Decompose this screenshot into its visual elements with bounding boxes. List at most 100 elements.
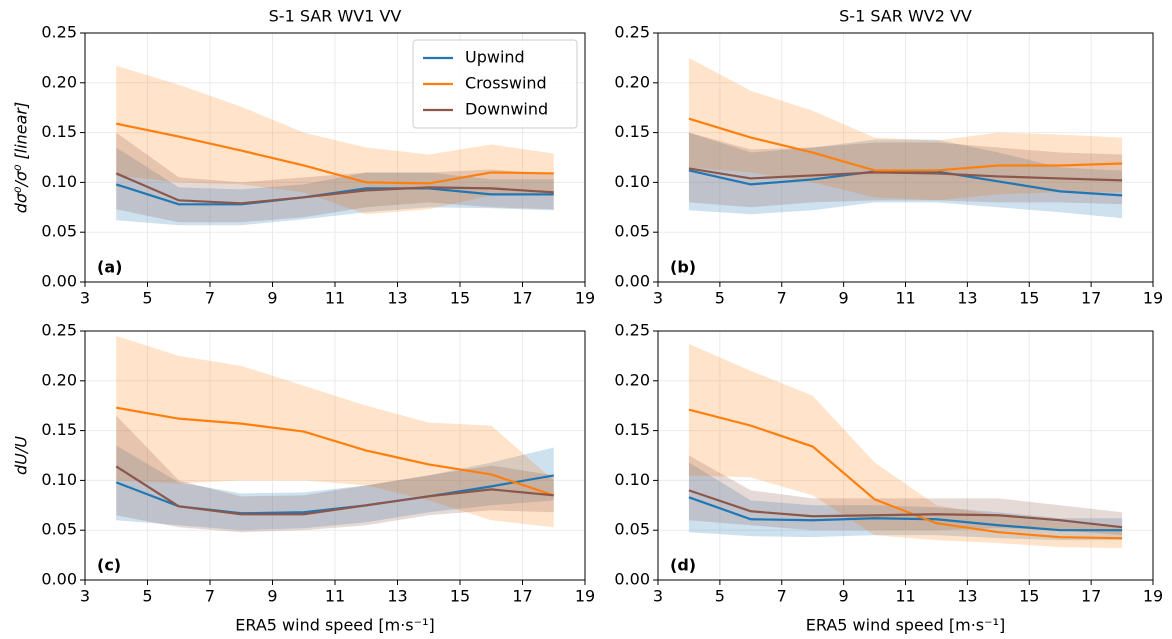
x-tick-label: 9 [839, 289, 849, 308]
band [688, 343, 1123, 549]
panel-label: (a) [97, 258, 122, 277]
panel-label: (d) [670, 556, 696, 575]
x-tick-label: 7 [777, 289, 787, 308]
legend-label: Downwind [465, 100, 548, 119]
y-tick-label: 0.10 [41, 172, 77, 191]
x-tick-label: 13 [957, 289, 977, 308]
band [116, 415, 554, 533]
y-tick-label: 0.20 [41, 370, 77, 389]
x-tick-label: 17 [1081, 587, 1101, 606]
x-tick-label: 5 [142, 587, 152, 606]
x-tick-label: 11 [895, 289, 915, 308]
x-tick-label: 13 [387, 587, 407, 606]
y-tick-label: 0.10 [614, 172, 650, 191]
y-tick-label: 0.25 [614, 321, 650, 340]
plot-frame [84, 330, 586, 581]
y-tick-label: 0.05 [41, 520, 77, 539]
x-tick-label: 9 [267, 289, 277, 308]
y-tick-label: 0.25 [41, 321, 77, 340]
x-tick-label: 7 [777, 587, 787, 606]
x-tick-label: 7 [205, 587, 215, 606]
panel-title: S-1 SAR WV2 VV [839, 7, 972, 26]
y-tick-label: 0.20 [614, 370, 650, 389]
x-tick-label: 3 [80, 587, 90, 606]
x-tick-label: 17 [1081, 289, 1101, 308]
band [116, 132, 554, 223]
x-tick-label: 3 [653, 289, 663, 308]
y-axis-label: dU/U [12, 436, 31, 475]
x-tick-label: 11 [895, 587, 915, 606]
y-tick-label: 0.25 [41, 23, 77, 42]
y-tick-label: 0.15 [41, 122, 77, 141]
line [688, 167, 1123, 182]
x-tick-label: 5 [715, 587, 725, 606]
y-tick-label: 0.15 [614, 122, 650, 141]
panel: 3 5 7 9 11 13 15 17 19 0.00 0.05 0.10 0.15 0.20 0.25 (d… [614, 321, 1163, 635]
legend-label: Upwind [465, 48, 525, 67]
x-tick-label: 7 [205, 289, 215, 308]
line [116, 406, 555, 497]
x-tick-label: 5 [142, 289, 152, 308]
y-tick-label: 0.00 [614, 272, 650, 291]
y-tick-label: 0.20 [41, 72, 77, 91]
y-tick-label: 0.20 [614, 72, 650, 91]
y-tick-label: 0.05 [614, 222, 650, 241]
plot-frame [657, 32, 1154, 283]
panel: 3 5 7 9 11 13 15 17 19 0.00 0.05 0.10 0.15 0.20 0.25 (c… [12, 321, 596, 635]
line [688, 117, 1123, 172]
x-axis-label: ERA5 wind speed [m·s⁻¹] [806, 616, 1005, 635]
line [115, 465, 554, 516]
y-tick-label: 0.00 [41, 570, 77, 589]
band [116, 65, 554, 215]
x-tick-label: 5 [715, 289, 725, 308]
x-tick-label: 19 [1143, 289, 1163, 308]
panel-label: (b) [670, 258, 696, 277]
y-tick-label: 0.05 [614, 520, 650, 539]
x-tick-label: 19 [575, 587, 595, 606]
line [115, 172, 554, 205]
x-tick-label: 19 [1143, 587, 1163, 606]
y-tick-label: 0.15 [41, 420, 77, 439]
line [688, 489, 1123, 529]
plot-frame [657, 330, 1154, 581]
x-tick-label: 3 [80, 289, 90, 308]
line [688, 496, 1123, 532]
plot-frame [84, 32, 586, 283]
x-tick-label: 9 [267, 587, 277, 606]
x-tick-label: 13 [957, 587, 977, 606]
x-tick-label: 11 [325, 587, 345, 606]
y-tick-label: 0.05 [41, 222, 77, 241]
y-tick-label: 0.10 [614, 470, 650, 489]
x-tick-label: 15 [450, 587, 470, 606]
x-tick-label: 15 [450, 289, 470, 308]
x-tick-label: 17 [512, 587, 532, 606]
x-tick-label: 11 [325, 289, 345, 308]
panel: 3 5 7 9 11 13 15 17 19 0.00 0.05 0.10 0.15 0.20 0.25 (a… [12, 7, 596, 308]
band [116, 445, 554, 531]
x-tick-label: 13 [387, 289, 407, 308]
y-axis-label: dσ⁰/σ⁰ [linear] [12, 102, 31, 213]
y-tick-label: 0.25 [614, 23, 650, 42]
legend: Upwind Crosswind Downwind [412, 39, 578, 129]
legend-box [412, 39, 578, 129]
x-tick-label: 15 [1019, 587, 1039, 606]
y-tick-label: 0.00 [41, 272, 77, 291]
panel-title: S-1 SAR WV1 VV [269, 7, 402, 26]
panel-label: (c) [97, 556, 121, 575]
x-axis-label: ERA5 wind speed [m·s⁻¹] [235, 616, 434, 635]
y-tick-label: 0.10 [41, 470, 77, 489]
panel: 3 5 7 9 11 13 15 17 19 0.00 0.05 0.10 0.15 0.20 0.25 (b… [614, 7, 1163, 308]
y-tick-label: 0.00 [614, 570, 650, 589]
band [688, 132, 1123, 219]
band [116, 147, 554, 226]
y-tick-label: 0.15 [614, 420, 650, 439]
x-tick-label: 3 [653, 587, 663, 606]
legend-label: Crosswind [465, 74, 547, 93]
x-tick-label: 17 [512, 289, 532, 308]
band [116, 335, 554, 528]
x-tick-label: 15 [1019, 289, 1039, 308]
x-tick-label: 19 [575, 289, 595, 308]
line [116, 122, 554, 185]
line [688, 408, 1123, 540]
